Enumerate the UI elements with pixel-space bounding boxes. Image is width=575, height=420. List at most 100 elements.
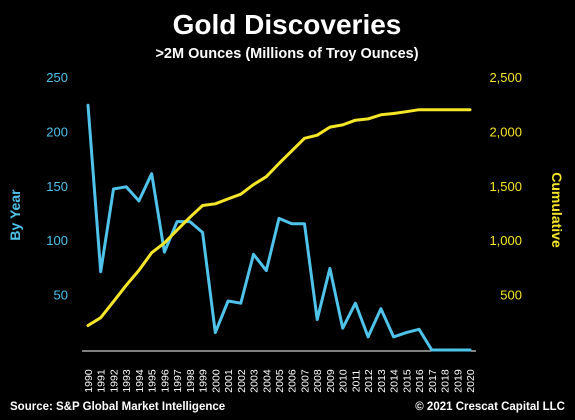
left-tick-label: 50 xyxy=(54,288,68,303)
data-point xyxy=(137,269,141,272)
right-tick-label: 1,000 xyxy=(489,233,522,248)
data-point xyxy=(417,108,421,111)
x-tick-label: 2015 xyxy=(401,369,413,393)
left-tick-label: 250 xyxy=(46,70,68,85)
data-point xyxy=(379,113,383,116)
x-tick-label: 2011 xyxy=(350,370,362,393)
x-tick-label: 1995 xyxy=(147,369,159,393)
x-tick-label: 2014 xyxy=(389,369,401,393)
data-point xyxy=(354,119,357,122)
x-tick-label: 1999 xyxy=(198,369,210,393)
series-layer xyxy=(86,103,472,352)
data-point xyxy=(150,172,153,175)
right-tick-label: 1,500 xyxy=(489,179,522,194)
right-tick-label: 500 xyxy=(500,288,522,303)
data-point xyxy=(265,269,268,272)
data-point xyxy=(316,318,319,321)
data-point xyxy=(175,228,179,232)
x-tick-label: 1996 xyxy=(159,369,171,393)
data-point xyxy=(366,117,370,121)
data-point xyxy=(137,199,141,203)
data-point xyxy=(265,175,268,178)
data-point xyxy=(239,192,242,196)
data-point xyxy=(303,222,306,225)
data-point xyxy=(354,302,357,305)
data-point xyxy=(188,220,192,223)
data-point xyxy=(328,267,332,270)
data-point xyxy=(430,108,433,111)
data-point xyxy=(99,316,102,319)
x-tick-label: 2008 xyxy=(312,369,324,393)
x-tick-label: 2006 xyxy=(287,369,299,393)
data-point xyxy=(226,299,230,303)
x-tick-label: 1993 xyxy=(121,369,133,393)
data-point xyxy=(125,185,128,188)
x-tick-label: 2012 xyxy=(363,369,375,393)
data-point xyxy=(468,108,472,111)
data-point xyxy=(303,137,306,140)
data-point xyxy=(341,327,344,330)
x-tick-label: 2017 xyxy=(427,369,439,393)
data-point xyxy=(214,202,217,205)
x-tick-label: 2002 xyxy=(236,369,248,393)
data-point xyxy=(86,324,90,327)
x-axis-ticks: 1990 1991 1992 1993 1994 1995 1996 1997 1998 1999… xyxy=(83,369,477,393)
data-point xyxy=(150,251,153,254)
right-axis-label: Cumulative xyxy=(549,172,565,248)
x-tick-label: 2013 xyxy=(376,369,388,393)
data-point xyxy=(328,125,332,129)
data-point xyxy=(443,108,446,111)
right-axis-ticks: 500 1,000 1,500 2,000 2,500 xyxy=(489,70,522,303)
x-tick-label: 2007 xyxy=(299,369,311,393)
series-line-by-year xyxy=(86,103,472,352)
x-tick-label: 1991 xyxy=(96,369,108,393)
data-point xyxy=(175,220,179,223)
data-point xyxy=(430,348,433,352)
x-tick-label: 2020 xyxy=(465,369,477,393)
data-point xyxy=(277,217,281,220)
data-point xyxy=(252,183,255,186)
data-point xyxy=(392,335,395,339)
x-tick-label: 2005 xyxy=(274,369,286,393)
data-point xyxy=(201,204,204,207)
x-tick-label: 1994 xyxy=(134,369,146,393)
data-point xyxy=(316,134,319,137)
data-point xyxy=(277,162,281,165)
x-tick-label: 2010 xyxy=(338,369,350,393)
data-point xyxy=(99,270,102,273)
x-tick-label: 2016 xyxy=(414,369,426,393)
data-point xyxy=(405,110,408,113)
chart-subtitle: >2M Ounces (Millions of Troy Ounces) xyxy=(155,46,418,62)
data-point xyxy=(125,284,128,287)
chart-title: Gold Discoveries xyxy=(173,9,402,40)
data-point xyxy=(417,328,421,331)
copyright-note: © 2021 Crescat Capital LLC xyxy=(415,401,565,413)
data-point xyxy=(405,331,408,334)
source-note: Source: S&P Global Market Intelligence xyxy=(10,401,225,413)
data-point xyxy=(341,123,344,127)
left-tick-label: 200 xyxy=(46,124,68,139)
data-point xyxy=(290,222,293,225)
data-point xyxy=(443,348,446,352)
x-tick-label: 2000 xyxy=(210,369,222,393)
data-point xyxy=(226,197,230,201)
x-tick-label: 2019 xyxy=(452,369,464,393)
left-tick-label: 100 xyxy=(46,233,68,248)
data-point xyxy=(163,250,166,254)
x-tick-label: 2004 xyxy=(261,369,273,393)
data-point xyxy=(201,231,204,234)
x-tick-label: 2001 xyxy=(223,369,235,393)
x-tick-label: 2018 xyxy=(440,369,452,393)
data-point xyxy=(456,108,459,111)
x-tick-label: 1998 xyxy=(185,369,197,393)
data-point xyxy=(290,149,293,153)
right-tick-label: 2,000 xyxy=(489,124,522,139)
data-point xyxy=(468,348,472,352)
left-axis-label: By Year xyxy=(7,189,23,241)
data-point xyxy=(86,104,90,107)
data-point xyxy=(392,112,395,115)
data-point xyxy=(188,216,192,219)
data-point xyxy=(252,253,255,256)
